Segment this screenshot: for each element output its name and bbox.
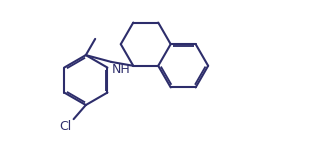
Text: Cl: Cl [59, 120, 71, 133]
Text: NH: NH [112, 63, 130, 76]
